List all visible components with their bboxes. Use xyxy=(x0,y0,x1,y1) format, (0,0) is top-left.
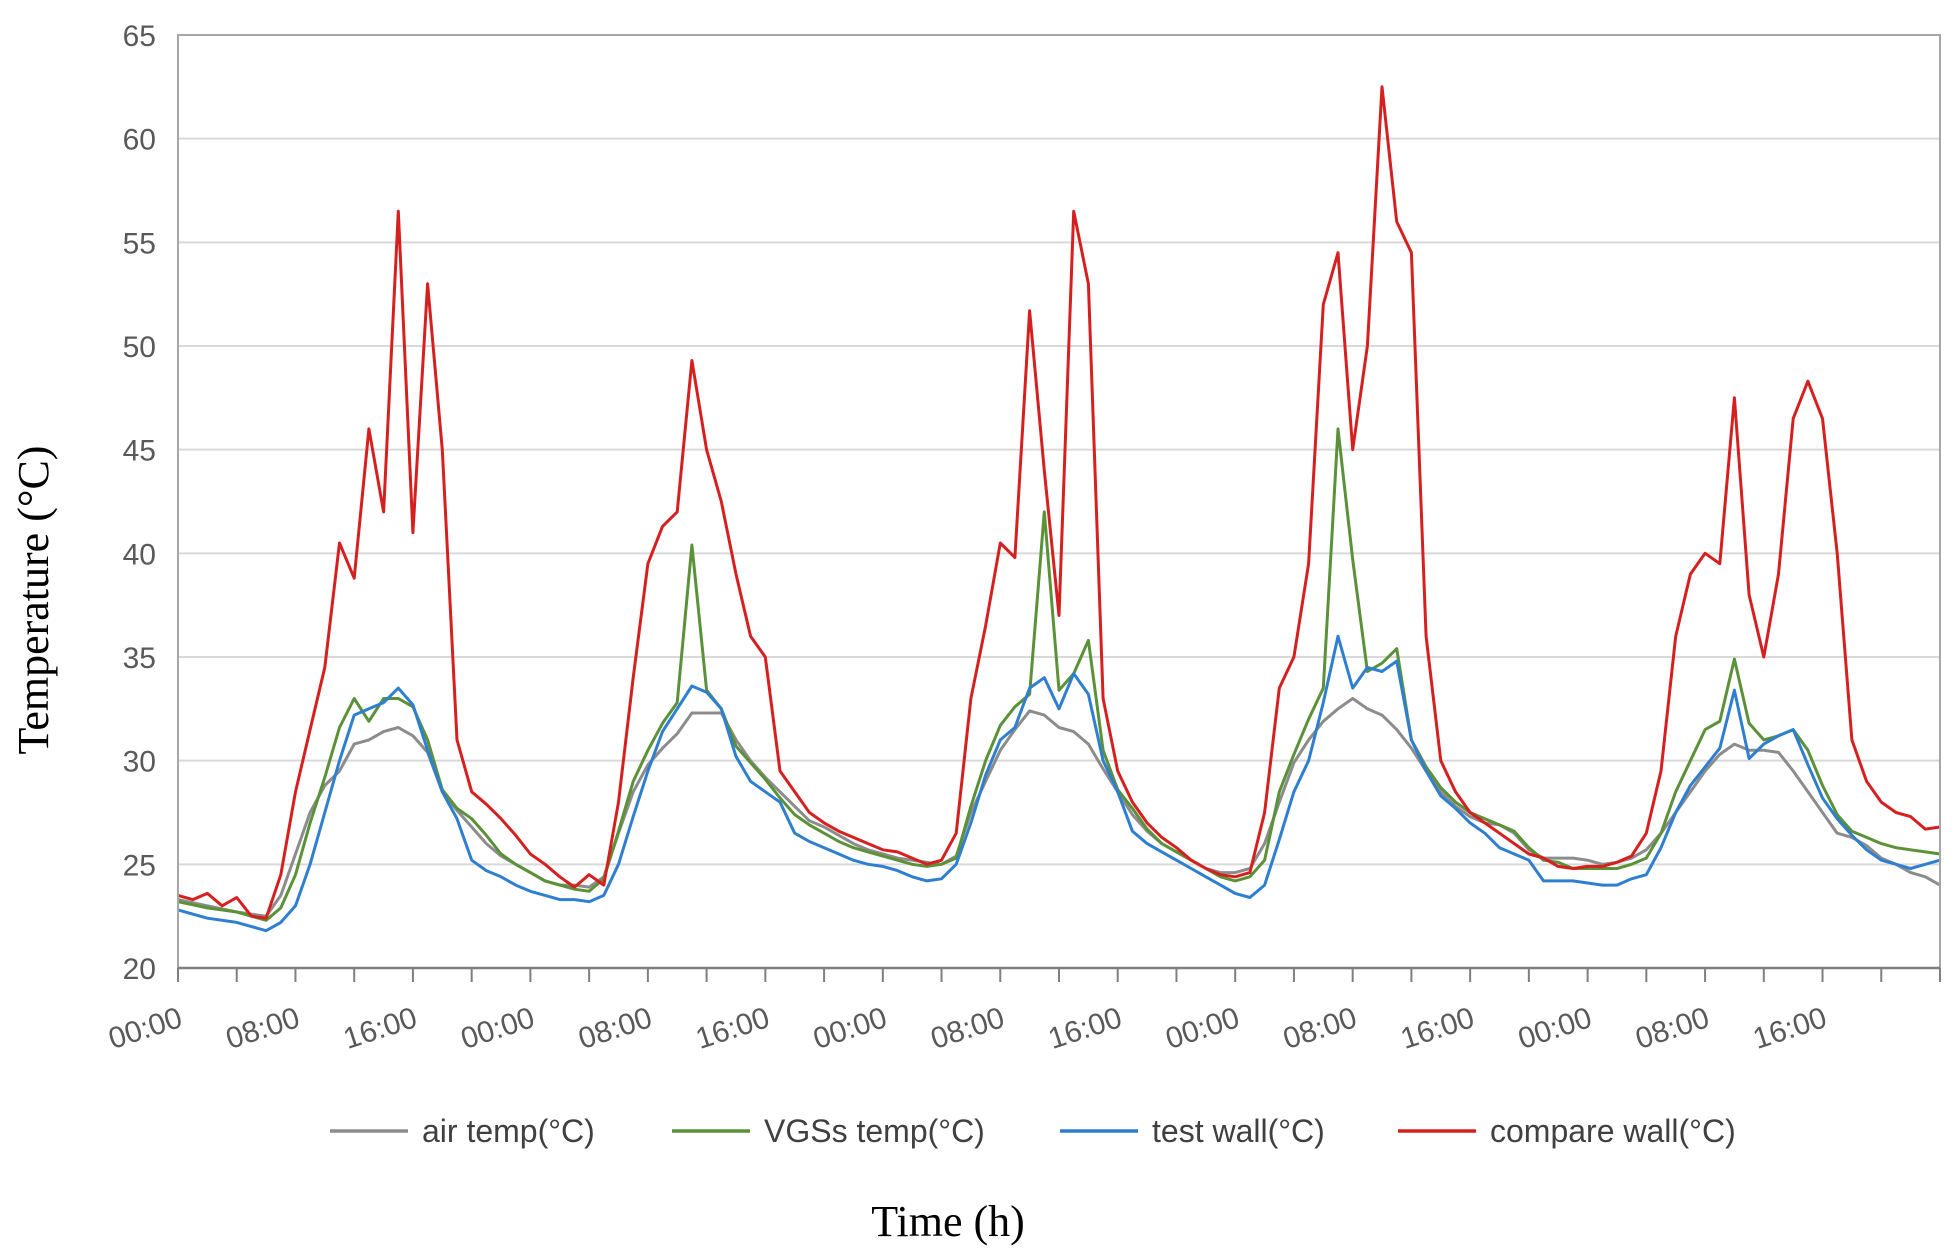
series-line-0 xyxy=(177,697,1941,918)
y-tick-label: 60 xyxy=(123,124,156,157)
x-tick-label: 08:00 xyxy=(1279,1001,1361,1056)
y-tick-label: 20 xyxy=(123,953,156,986)
y-tick-label: 30 xyxy=(123,746,156,779)
legend: air temp(°C) VGSs temp(°C) test wall(°C) co… xyxy=(330,1113,1736,1149)
y-tick-label: 25 xyxy=(123,849,156,882)
y-tick-label: 40 xyxy=(123,538,156,571)
x-tick-label: 16:00 xyxy=(1397,1001,1479,1056)
x-tick-label: 16:00 xyxy=(339,1001,421,1056)
x-tick-label: 16:00 xyxy=(1044,1001,1126,1056)
x-tick-label: 08:00 xyxy=(222,1001,304,1056)
legend-label-0: air temp(°C) xyxy=(422,1113,595,1149)
x-tick-label: 08:00 xyxy=(1632,1001,1714,1056)
series-line-2 xyxy=(177,634,1941,933)
x-tick-label: 16:00 xyxy=(692,1001,774,1056)
series-line-3 xyxy=(177,85,1941,920)
series-line-1 xyxy=(177,427,1941,922)
x-tick-label: 00:00 xyxy=(809,1001,891,1056)
x-tick-label: 08:00 xyxy=(927,1001,1009,1056)
plot-frame xyxy=(177,34,1941,969)
x-tick-label: 08:00 xyxy=(574,1001,656,1056)
x-tick-label: 00:00 xyxy=(1514,1001,1596,1056)
x-tick-label: 00:00 xyxy=(457,1001,539,1056)
y-tick-label: 45 xyxy=(123,435,156,468)
y-axis-title: Temperature (°C) xyxy=(9,446,58,755)
x-tick-label: 00:00 xyxy=(105,1001,187,1056)
x-tick-label: 16:00 xyxy=(1749,1001,1831,1056)
plot-series xyxy=(177,85,1941,933)
legend-label-2: test wall(°C) xyxy=(1152,1113,1325,1149)
legend-label-3: compare wall(°C) xyxy=(1490,1113,1736,1149)
legend-label-1: VGSs temp(°C) xyxy=(764,1113,985,1149)
y-tick-label: 55 xyxy=(123,227,156,260)
axes: 20 25 30 35 40 45 50 55 60 65 00:00 08:00 16:00 00:00… xyxy=(105,20,1941,1056)
y-tick-label: 35 xyxy=(123,642,156,675)
x-axis-title: Time (h) xyxy=(871,1197,1025,1246)
y-tick-label: 65 xyxy=(123,20,156,53)
x-tick-label: 00:00 xyxy=(1162,1001,1244,1056)
y-tick-label: 50 xyxy=(123,331,156,364)
gridlines xyxy=(178,137,1940,866)
